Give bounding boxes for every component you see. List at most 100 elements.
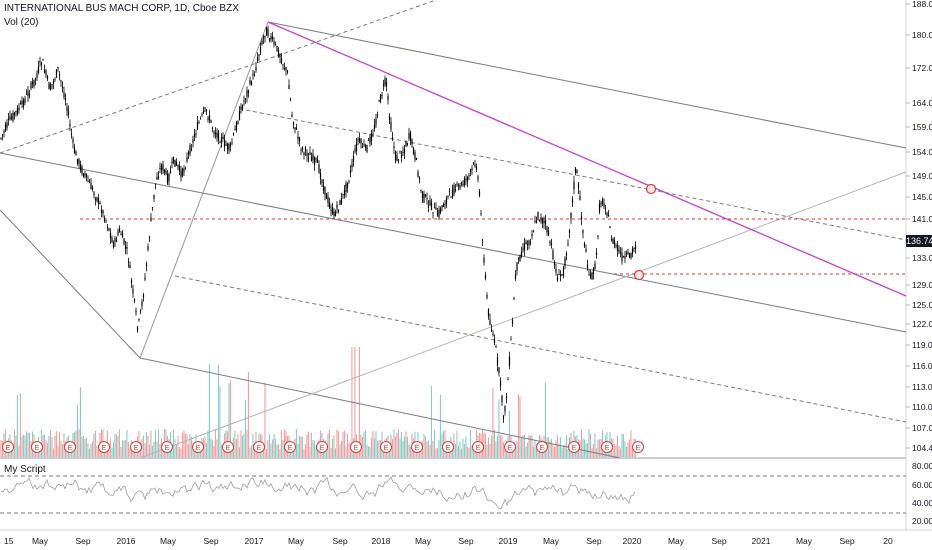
candle-body: [292, 122, 295, 126]
volume-legend[interactable]: Vol (20): [4, 17, 39, 28]
candle-body: [217, 130, 220, 141]
earnings-marker-icon[interactable]: [284, 441, 296, 453]
candle-body: [100, 209, 103, 213]
oscillator-axis[interactable]: 80.00 60.00 40.00 20.00: [912, 461, 932, 526]
chart-title[interactable]: INTERNATIONAL BUS MACH CORP, 1D, Cboe BZ…: [4, 3, 239, 14]
dashed-upper-extension[interactable]: [0, 0, 437, 154]
earnings-marker-icon[interactable]: [504, 441, 516, 453]
volume-bar: [459, 441, 461, 457]
earnings-marker-icon[interactable]: [192, 441, 204, 453]
earnings-marker-icon[interactable]: [411, 441, 423, 453]
candle-body: [334, 211, 337, 217]
volume-bar: [532, 446, 534, 457]
candle-body: [478, 191, 481, 196]
volume-bar: [171, 444, 173, 457]
candle-body: [45, 70, 47, 75]
volume-bar: [117, 435, 119, 457]
candle-body: [471, 168, 473, 171]
earnings-marker-icon[interactable]: [601, 441, 613, 453]
volume-bar: [148, 444, 150, 457]
candle-body: [175, 161, 178, 166]
volume-bar: [520, 437, 522, 457]
candle-body: [315, 158, 317, 160]
earnings-marker-icon[interactable]: [31, 441, 43, 453]
channel-upper-line[interactable]: [267, 21, 907, 149]
earnings-marker-icon[interactable]: [350, 441, 362, 453]
candle-body: [244, 98, 247, 100]
candle-body: [321, 180, 323, 184]
volume-bar: [306, 434, 308, 457]
volume-bar: [432, 440, 434, 457]
volume-bar: [63, 433, 65, 457]
candle-body: [429, 200, 431, 205]
candle-body: [348, 180, 350, 183]
volume-bar: [217, 364, 219, 457]
earnings-marker-icon[interactable]: [130, 441, 142, 453]
price-tick-label: 154.00: [912, 147, 932, 157]
earnings-marker-icon[interactable]: [253, 441, 265, 453]
price-tick-label: 133.00: [912, 253, 932, 263]
volume-bar: [145, 432, 147, 457]
dashed-median-line[interactable]: [245, 109, 907, 241]
candle-body: [388, 116, 391, 120]
resistance-trendline[interactable]: [267, 21, 907, 297]
candle-body: [126, 246, 128, 249]
earnings-marker-icon[interactable]: [632, 441, 644, 453]
volume-bar: [264, 382, 266, 457]
touch-point-marker[interactable]: [645, 183, 657, 195]
volume-bar: [594, 433, 596, 457]
candle-body: [199, 117, 202, 119]
volume-bar: [280, 430, 282, 457]
candle-body: [459, 185, 461, 189]
volume-bar: [54, 435, 56, 457]
earnings-marker-icon[interactable]: [316, 441, 328, 453]
candle-body: [124, 246, 127, 249]
earnings-marker-icon[interactable]: [222, 441, 234, 453]
candle-body: [340, 198, 343, 205]
volume-bar: [172, 429, 174, 457]
candle-body: [265, 27, 268, 36]
price-tick-label: 159.00: [912, 122, 932, 132]
time-axis[interactable]: 15 May Sep 2016 May Sep 2017 May Sep 2018 May Sep 20…: [4, 536, 893, 546]
earnings-marker-icon[interactable]: [568, 441, 580, 453]
drawings[interactable]: [0, 0, 907, 459]
earnings-marker-icon[interactable]: [161, 441, 173, 453]
volume-bar: [45, 439, 47, 457]
volume-bar: [501, 435, 503, 457]
candle-body: [180, 171, 182, 178]
candle-body: [501, 395, 503, 403]
trendline-rising[interactable]: [139, 171, 907, 459]
earnings-marker-icon[interactable]: [64, 441, 76, 453]
candle-body: [301, 147, 304, 150]
earnings-marker-icon[interactable]: [380, 441, 392, 453]
trendline-left-wedge[interactable]: [0, 209, 141, 359]
candle-body: [327, 196, 329, 203]
earnings-marker-icon[interactable]: [472, 441, 484, 453]
candle-body: [90, 183, 92, 190]
volume-bar: [504, 446, 506, 457]
channel-middle-line[interactable]: [0, 152, 907, 333]
candle-body: [75, 152, 77, 156]
trendline-pitch-handle[interactable]: [139, 21, 269, 359]
earnings-marker-icon[interactable]: [536, 441, 548, 453]
indicator-legend[interactable]: My Script: [4, 464, 46, 475]
touch-point-marker[interactable]: [633, 269, 645, 281]
earnings-marker-label: E: [605, 445, 610, 452]
price-axis[interactable]: 188.00 180.00 172.00 164.00 159.00 154.00 149.…: [906, 0, 932, 453]
earnings-marker-icon[interactable]: [98, 441, 110, 453]
volume-bar: [471, 445, 473, 457]
candle-body: [184, 167, 187, 169]
volume-bar: [622, 434, 624, 457]
earnings-marker-icon[interactable]: [442, 441, 454, 453]
volume-bar: [589, 433, 591, 457]
candle-body: [183, 168, 185, 172]
channel-lower-line[interactable]: [139, 357, 621, 459]
candle-body: [223, 139, 226, 147]
earnings-marker-icon[interactable]: [2, 441, 14, 453]
volume-bar: [265, 448, 267, 457]
candle-body: [403, 149, 406, 154]
time-tick-label: Sep: [75, 536, 90, 546]
dashed-lower-median-line[interactable]: [174, 275, 907, 423]
